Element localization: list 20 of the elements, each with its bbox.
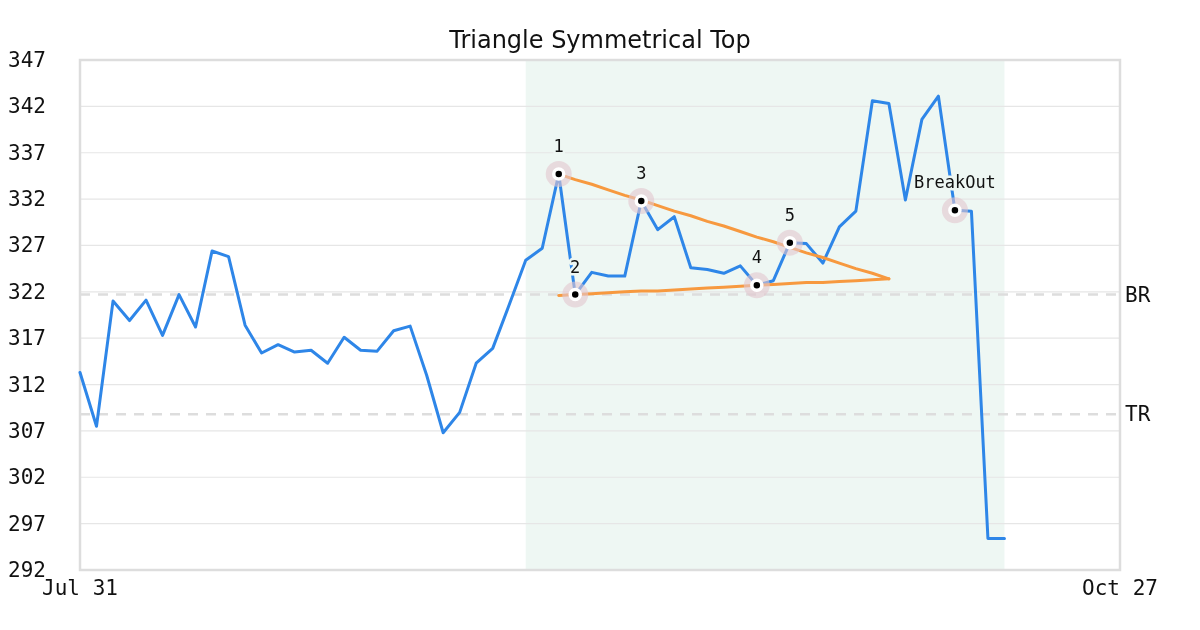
y-tick-label: 327 (8, 233, 46, 258)
x-tick-label: Oct 27 (1082, 576, 1158, 600)
y-tick-label: 337 (8, 140, 46, 165)
ref-line-label: BR (1125, 282, 1151, 307)
y-tick-label: 322 (8, 279, 46, 304)
line-series (78, 94, 1006, 540)
annotation: 4 (751, 247, 762, 268)
chart-title: Triangle Symmetrical Top (448, 26, 751, 54)
y-tick-label: 342 (8, 94, 46, 119)
y-tick-label: 307 (8, 418, 46, 443)
y-tick-label: 297 (8, 511, 46, 536)
y-tick-label: 312 (8, 372, 46, 397)
y-tick-label: 302 (8, 465, 46, 490)
annotation: 1 (553, 136, 564, 157)
annotation: 5 (784, 204, 795, 225)
y-tick-label: 317 (8, 326, 46, 351)
y-tick-label: 332 (8, 187, 46, 212)
ref-line-label: TR (1125, 402, 1151, 427)
y-tick-label: 347 (8, 48, 46, 72)
annotation: 3 (636, 162, 647, 183)
